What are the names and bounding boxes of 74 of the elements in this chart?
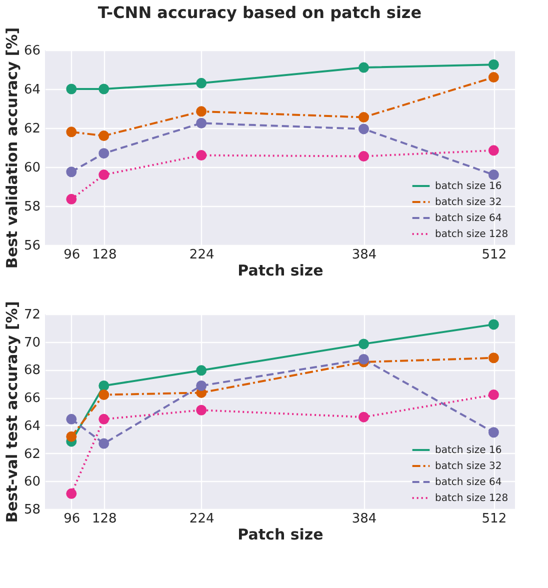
y-tick-label: 70 [24, 335, 40, 350]
legend-label: batch size 128 [435, 229, 508, 240]
point [488, 352, 499, 364]
y-tick-label: 58 [24, 502, 40, 518]
point [358, 151, 369, 162]
point [98, 414, 110, 424]
y-tick-label: 64 [24, 82, 40, 98]
point [98, 84, 110, 94]
y-tick-label: 72 [24, 308, 40, 322]
point [488, 170, 499, 180]
y-tick-label: 58 [24, 200, 40, 214]
point [98, 148, 110, 159]
point [488, 72, 499, 83]
y-axis-title: Best-val test accuracy [%] [2, 301, 21, 523]
point [66, 431, 77, 442]
x-tick-label: 384 [352, 512, 377, 526]
x-tick-label: 96 [64, 248, 80, 262]
legend-label: batch size 16 [435, 445, 502, 456]
y-tick-label: 68 [24, 363, 40, 378]
point [358, 412, 369, 422]
point [488, 390, 499, 400]
y-tick-label: 62 [24, 122, 40, 136]
point [66, 126, 77, 138]
point [66, 488, 77, 499]
point [488, 319, 499, 330]
x-tick-label: 224 [189, 512, 214, 526]
point [358, 338, 369, 350]
y-tick-label: 60 [24, 160, 40, 176]
y-tick-label: 66 [24, 44, 40, 58]
point [196, 150, 207, 161]
point [196, 78, 207, 88]
y-tick-label: 60 [24, 474, 40, 490]
x-tick-label: 224 [189, 248, 214, 262]
y-tick-label: 66 [24, 391, 40, 406]
y-axis-title: Best validation accuracy [%] [2, 27, 21, 269]
point [98, 170, 110, 180]
legend-label: batch size 16 [435, 181, 502, 192]
point [66, 194, 77, 204]
point [98, 380, 110, 391]
x-tick-label: 384 [352, 248, 377, 262]
legend-label: batch size 64 [435, 213, 502, 224]
y-tick-label: 56 [24, 238, 40, 254]
point [196, 118, 207, 128]
point [98, 130, 110, 142]
point [196, 380, 207, 391]
legend-label: batch size 32 [435, 461, 502, 472]
point [488, 427, 499, 438]
point [358, 124, 369, 134]
legend-label: batch size 64 [435, 477, 502, 488]
x-tick-label: 96 [64, 512, 80, 526]
point [196, 404, 207, 416]
x-tick-label: 128 [92, 512, 117, 526]
x-tick-label: 128 [92, 248, 117, 262]
point [358, 62, 369, 73]
point [488, 145, 499, 156]
chart-title: T-CNN accuracy based on patch size [98, 2, 422, 22]
point [358, 112, 369, 123]
point [358, 354, 369, 364]
point [98, 438, 110, 449]
x-tick-label: 512 [482, 248, 507, 262]
x-axis-title: Patch size [238, 262, 324, 280]
point [196, 365, 207, 376]
point [66, 166, 77, 178]
legend-label: batch size 32 [435, 197, 502, 208]
y-tick-label: 64 [24, 418, 40, 434]
x-tick-label: 512 [482, 512, 507, 526]
y-tick-label: 62 [24, 446, 40, 462]
point [66, 84, 77, 94]
point [488, 59, 499, 70]
legend-label: batch size 128 [435, 493, 508, 504]
point [98, 390, 110, 400]
point [66, 414, 77, 424]
point [196, 106, 207, 117]
x-axis-title: Patch size [238, 526, 324, 544]
